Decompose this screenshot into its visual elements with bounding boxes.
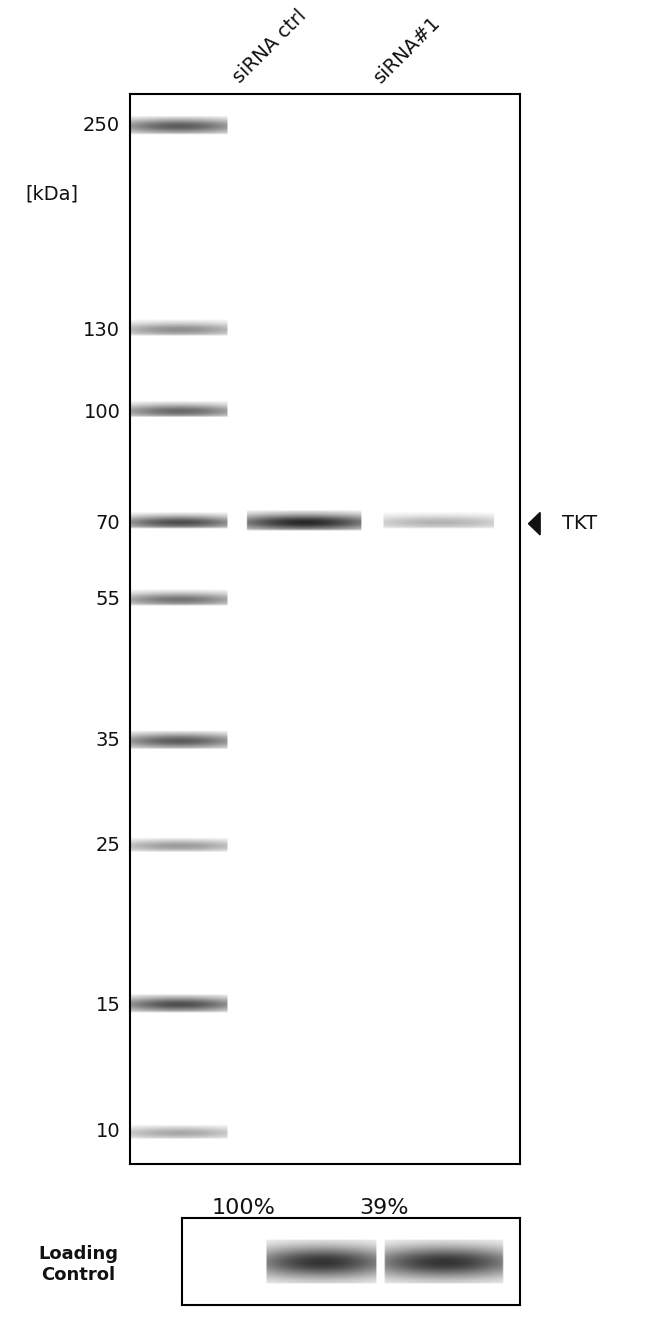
Text: 25: 25 [96, 836, 120, 855]
Text: TKT: TKT [562, 514, 597, 533]
Text: 70: 70 [96, 514, 120, 533]
Text: 10: 10 [96, 1123, 120, 1141]
Text: 130: 130 [83, 321, 120, 340]
Text: Loading
Control: Loading Control [38, 1246, 118, 1283]
Text: 39%: 39% [359, 1198, 408, 1218]
Text: [kDa]: [kDa] [25, 185, 79, 203]
Text: 100%: 100% [211, 1198, 275, 1218]
Text: 55: 55 [96, 590, 120, 609]
Text: siRNA#1: siRNA#1 [370, 13, 444, 87]
Text: 35: 35 [96, 731, 120, 749]
Text: siRNA ctrl: siRNA ctrl [229, 7, 311, 87]
Text: 15: 15 [96, 995, 120, 1014]
Text: 250: 250 [83, 116, 120, 135]
Text: 100: 100 [83, 403, 120, 421]
